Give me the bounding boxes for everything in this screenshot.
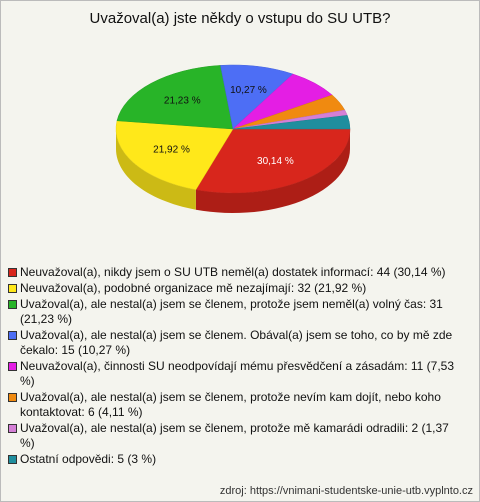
chart: Uvažoval(a) jste někdy o vstupu do SU UT… <box>90 10 391 213</box>
slice <box>195 128 351 194</box>
legend-item: Neuvažoval(a), nikdy jsem o SU UTB neměl… <box>8 265 463 280</box>
slice <box>115 120 234 190</box>
legend-item: Uvažoval(a), ale nestal(a) jsem se člene… <box>8 328 463 358</box>
legend-item: Uvažoval(a), ale nestal(a) jsem se člene… <box>8 421 463 451</box>
legend-swatch <box>8 362 17 371</box>
legend-swatch <box>8 300 17 309</box>
legend-label: Neuvažoval(a), nikdy jsem o SU UTB neměl… <box>20 265 446 279</box>
slice-side <box>116 129 196 210</box>
legend-label: Uvažoval(a), ale nestal(a) jsem se člene… <box>20 421 449 450</box>
legend-swatch <box>8 268 17 277</box>
slice-label: 21,92 % <box>153 145 190 156</box>
legend-item: Neuvažoval(a), podobné organizace mě nez… <box>8 281 463 296</box>
legend-label: Uvažoval(a), ale nestal(a) jsem se člene… <box>20 390 441 419</box>
source: zdroj: https://vnimani-studentske-unie-u… <box>219 485 473 497</box>
legend-label: Uvažoval(a), ale nestal(a) jsem se člene… <box>20 328 453 357</box>
slice-side <box>195 129 350 213</box>
legend-item: Uvažoval(a), ale nestal(a) jsem se člene… <box>8 297 463 327</box>
legend-item: Ostatní odpovědi: 5 (3 %) <box>8 452 463 467</box>
slice <box>220 64 294 130</box>
legend-label: Neuvažoval(a), podobné organizace mě nez… <box>20 281 367 295</box>
legend-item: Neuvažoval(a), činnosti SU neodpovídají … <box>8 359 463 389</box>
slice-label: 10,27 % <box>230 85 267 96</box>
legend-swatch <box>8 284 17 293</box>
legend-label: Neuvažoval(a), činnosti SU neodpovídají … <box>20 359 455 388</box>
slice-label: 21,23 % <box>164 95 201 106</box>
legend-label: Uvažoval(a), ale nestal(a) jsem se člene… <box>20 297 443 326</box>
slice <box>232 115 351 130</box>
slice <box>116 65 234 130</box>
legend-swatch <box>8 455 17 464</box>
slice-label: 30,14 % <box>257 156 294 167</box>
legend-item: Uvažoval(a), ale nestal(a) jsem se člene… <box>8 390 463 420</box>
legend-swatch <box>8 424 17 433</box>
chart-title: Uvažoval(a) jste někdy o vstupu do SU UT… <box>90 10 391 27</box>
legend-swatch <box>8 393 17 402</box>
legend-label: Ostatní odpovědi: 5 (3 %) <box>20 452 157 466</box>
legend-swatch <box>8 331 17 340</box>
legend: Neuvažoval(a), nikdy jsem o SU UTB neměl… <box>8 265 463 468</box>
